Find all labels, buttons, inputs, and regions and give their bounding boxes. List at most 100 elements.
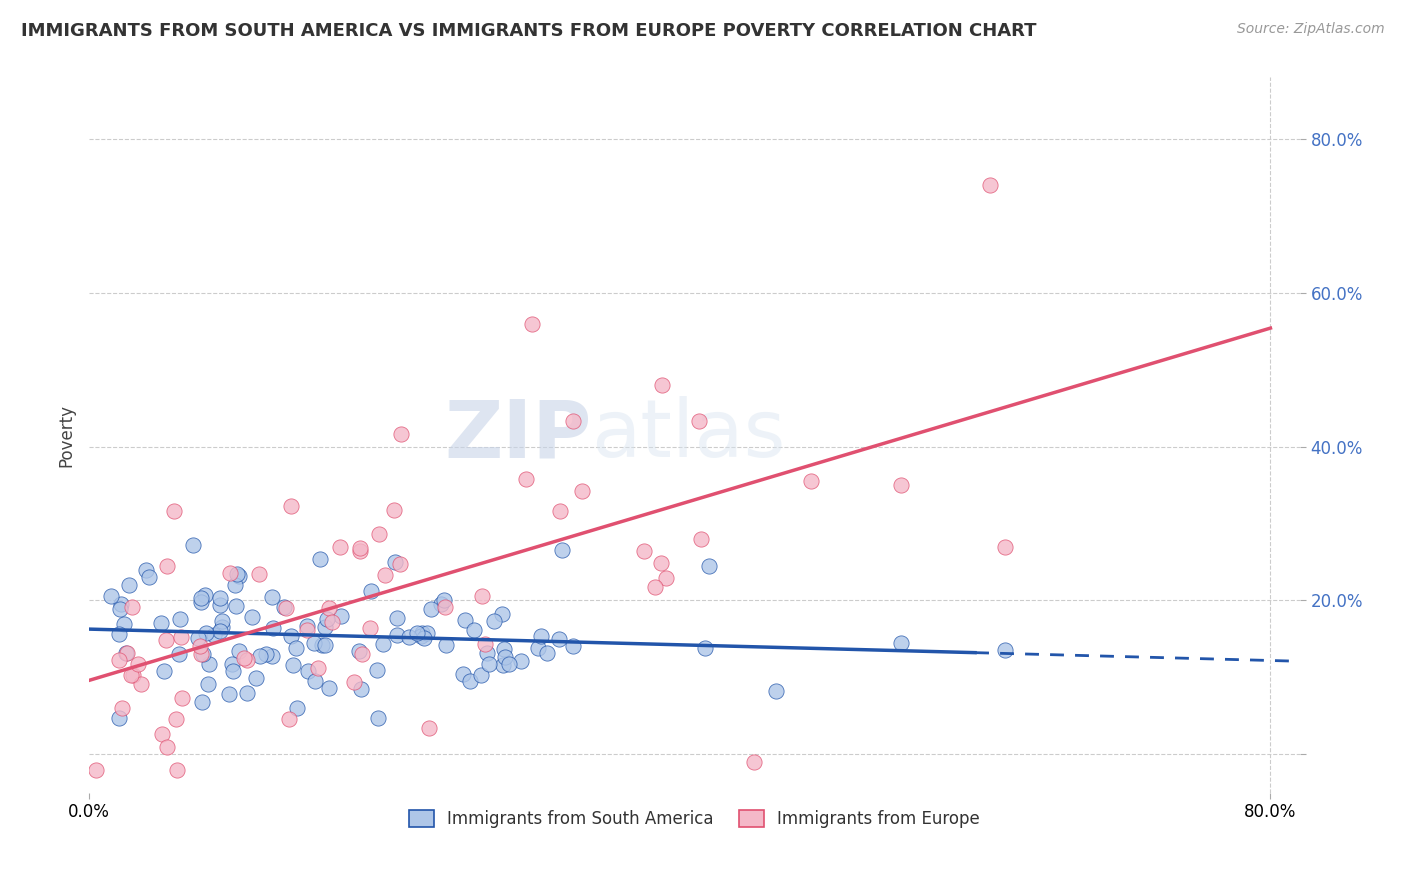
Point [890,478,912,492]
Point [84,763,107,777]
Point [285,700,308,714]
Point [359,621,381,635]
Text: IMMIGRANTS FROM SOUTH AMERICA VS IMMIGRANTS FROM EUROPE POVERTY CORRELATION CHAR: IMMIGRANTS FROM SOUTH AMERICA VS IMMIGRA… [21,22,1036,40]
Point [190,647,212,661]
Point [509,655,531,669]
Point [221,665,243,679]
Point [118,578,141,592]
Point [385,628,408,642]
Point [280,629,302,643]
Point [245,671,267,685]
Point [127,657,149,671]
Point [491,607,513,622]
Point [350,647,373,661]
Point [100,589,122,603]
Point [190,695,212,709]
Point [492,658,515,673]
Point [117,646,139,660]
Point [571,484,593,499]
Point [800,474,823,488]
Point [463,623,485,637]
Point [374,567,396,582]
Point [697,558,720,573]
Point [360,584,382,599]
Point [384,555,406,569]
Y-axis label: Poverty: Poverty [58,403,75,467]
Point [409,629,432,643]
Point [149,615,172,630]
Point [405,626,427,640]
Point [562,414,585,428]
Point [389,558,412,572]
Point [548,504,571,518]
Point [138,570,160,584]
Point [562,639,585,653]
Point [115,646,138,660]
Point [413,632,436,646]
Point [169,612,191,626]
Point [304,673,326,688]
Point [515,472,537,486]
Point [167,648,190,662]
Point [121,668,143,682]
Point [225,599,247,613]
Point [350,681,373,696]
Point [256,647,278,661]
Point [765,683,787,698]
Point [994,643,1017,657]
Point [191,647,214,661]
Point [492,642,515,657]
Point [221,657,243,671]
Point [274,601,297,615]
Point [209,598,232,612]
Point [297,618,319,632]
Point [329,609,352,624]
Point [228,569,250,583]
Point [218,688,240,702]
Point [150,727,173,741]
Point [475,646,498,660]
Point [321,615,343,629]
Point [470,589,492,603]
Point [398,631,420,645]
Point [273,599,295,614]
Point [520,317,543,331]
Point [470,668,492,682]
Point [367,711,389,725]
Point [329,540,352,554]
Point [107,626,129,640]
Point [110,597,132,611]
Point [318,681,340,695]
Point [498,657,520,671]
Point [163,503,186,517]
Point [235,653,257,667]
Point [418,721,440,735]
Point [695,641,717,656]
Point [371,637,394,651]
Point [152,665,174,679]
Point [224,578,246,592]
Point [155,632,177,647]
Point [208,591,231,605]
Point [651,378,673,392]
Point [170,691,193,706]
Point [433,599,456,614]
Point [382,503,405,517]
Point [165,712,187,726]
Text: atlas: atlas [592,396,786,474]
Point [547,632,569,647]
Point [302,636,325,650]
Point [389,426,412,441]
Point [994,540,1017,554]
Point [208,624,231,638]
Point [190,591,212,605]
Point [387,611,409,625]
Point [420,601,443,615]
Point [307,661,329,675]
Point [197,676,219,690]
Point [190,595,212,609]
Point [194,588,217,602]
Point [453,614,475,628]
Point [349,543,371,558]
Point [232,651,254,665]
